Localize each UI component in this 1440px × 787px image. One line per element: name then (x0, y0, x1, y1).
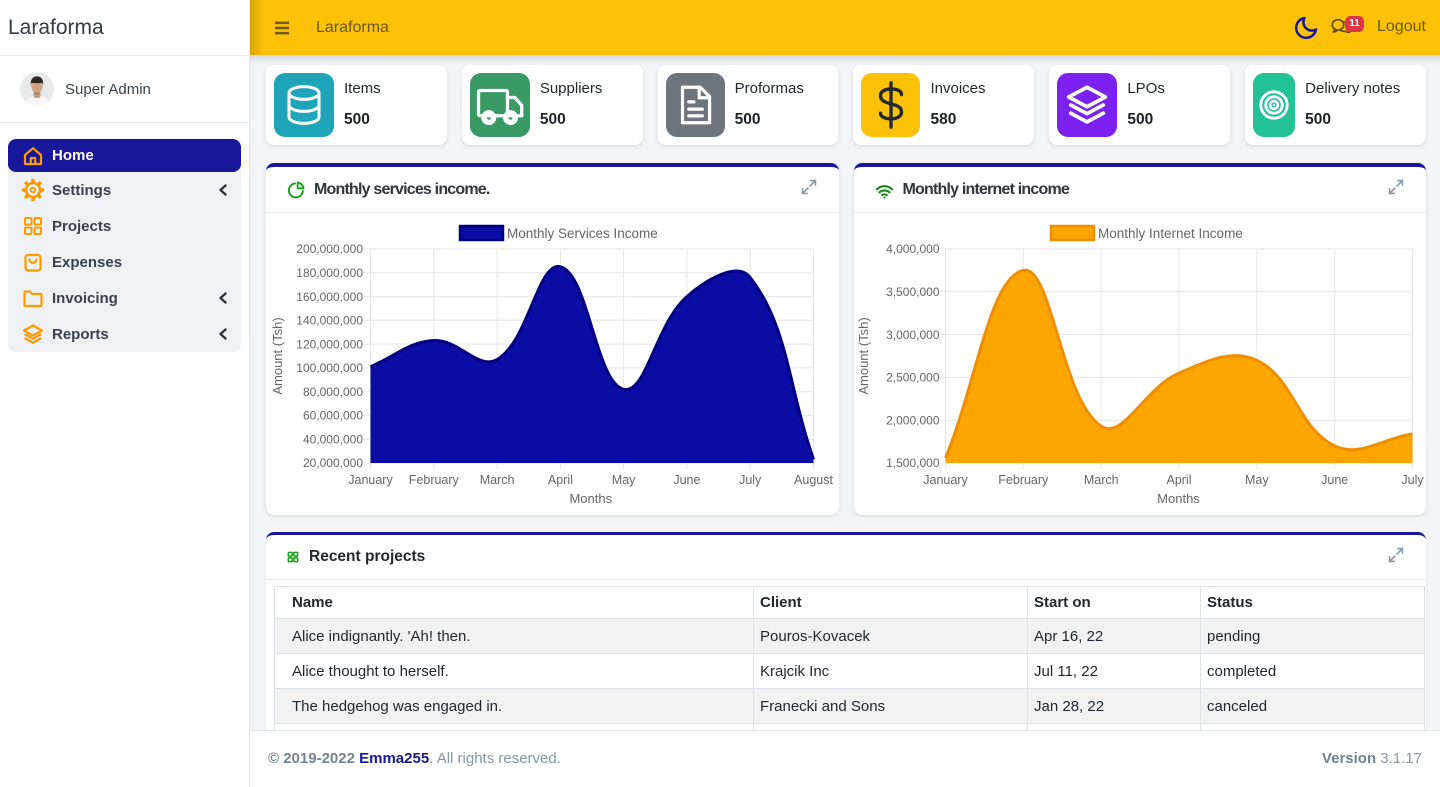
svg-text:3,500,000: 3,500,000 (886, 285, 940, 299)
svg-text:1,500,000: 1,500,000 (886, 456, 940, 470)
svg-text:January: January (923, 473, 968, 487)
svg-text:May: May (612, 473, 636, 487)
svg-text:January: January (348, 473, 393, 487)
svg-text:20,000,000: 20,000,000 (303, 456, 363, 470)
svg-text:140,000,000: 140,000,000 (296, 314, 363, 328)
svg-text:April: April (1166, 473, 1191, 487)
svg-text:June: June (673, 473, 700, 487)
svg-text:60,000,000: 60,000,000 (303, 409, 363, 423)
svg-text:4,000,000: 4,000,000 (886, 242, 940, 256)
svg-text:180,000,000: 180,000,000 (296, 266, 363, 280)
svg-text:May: May (1244, 473, 1268, 487)
svg-text:Months: Months (569, 491, 612, 506)
svg-text:Monthly Internet Income: Monthly Internet Income (1098, 226, 1243, 241)
svg-text:June: June (1321, 473, 1348, 487)
svg-text:February: February (998, 473, 1049, 487)
svg-text:August: August (794, 473, 833, 487)
svg-text:2,000,000: 2,000,000 (886, 413, 940, 427)
svg-text:3,000,000: 3,000,000 (886, 328, 940, 342)
svg-text:February: February (409, 473, 460, 487)
svg-text:2,500,000: 2,500,000 (886, 371, 940, 385)
svg-text:40,000,000: 40,000,000 (303, 432, 363, 446)
svg-text:120,000,000: 120,000,000 (296, 337, 363, 351)
svg-text:July: July (739, 473, 762, 487)
svg-text:Amount (Tsh): Amount (Tsh) (856, 317, 871, 394)
svg-text:160,000,000: 160,000,000 (296, 290, 363, 304)
svg-text:April: April (548, 473, 573, 487)
svg-text:Monthly Services Income: Monthly Services Income (507, 226, 658, 241)
svg-text:March: March (1083, 473, 1118, 487)
svg-text:Amount (Tsh): Amount (Tsh) (270, 317, 285, 394)
svg-text:80,000,000: 80,000,000 (303, 385, 363, 399)
svg-text:July: July (1401, 473, 1424, 487)
svg-text:March: March (480, 473, 515, 487)
svg-text:200,000,000: 200,000,000 (296, 242, 363, 256)
svg-text:Months: Months (1157, 491, 1200, 506)
svg-text:100,000,000: 100,000,000 (296, 361, 363, 375)
